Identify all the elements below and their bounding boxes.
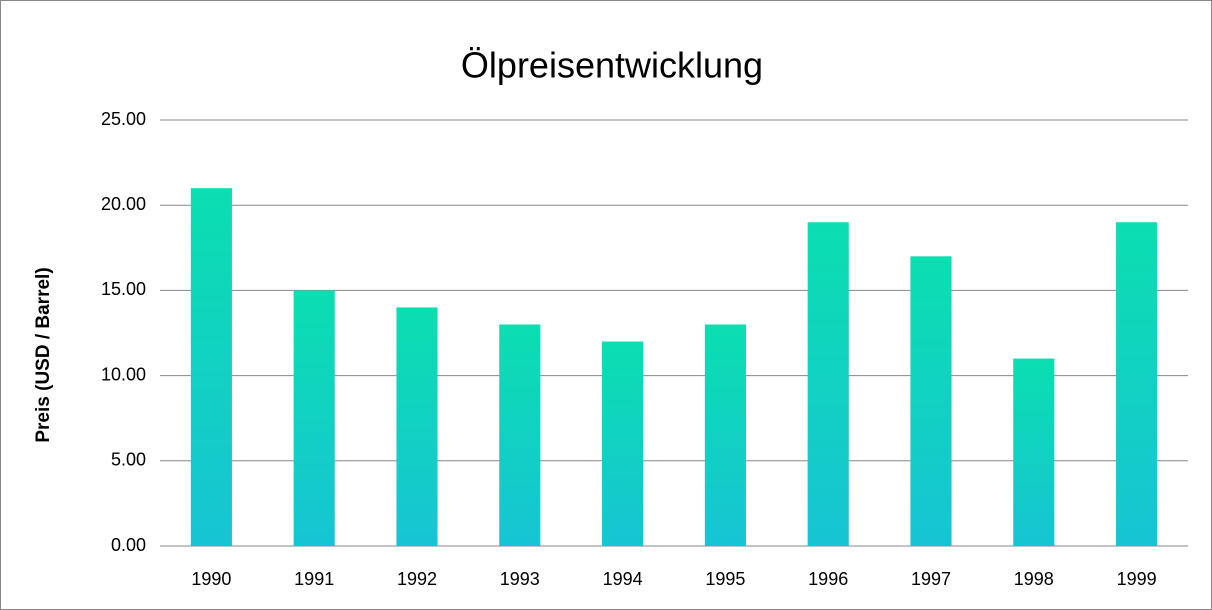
bar xyxy=(807,222,849,547)
bar xyxy=(190,188,232,546)
x-tick-label: 1994 xyxy=(603,569,643,589)
x-tick-label: 1992 xyxy=(397,569,437,589)
x-tick-label: 1997 xyxy=(911,569,951,589)
x-tick-label: 1995 xyxy=(705,569,745,589)
x-tick-label: 1993 xyxy=(500,569,540,589)
bar xyxy=(293,290,335,546)
bar xyxy=(602,341,644,546)
chart-title: Ölpreisentwicklung xyxy=(461,45,763,86)
bar xyxy=(704,324,746,546)
y-tick-label: 15.00 xyxy=(101,279,146,299)
bar xyxy=(1013,358,1055,546)
y-tick-label: 10.00 xyxy=(101,364,146,384)
x-tick-label: 1999 xyxy=(1117,569,1157,589)
x-tick-label: 1998 xyxy=(1014,569,1054,589)
x-tick-label: 1991 xyxy=(294,569,334,589)
y-axis-label: Preis (USD / Barrel) xyxy=(33,267,54,442)
y-tick-label: 25.00 xyxy=(101,109,146,129)
y-tick-label: 5.00 xyxy=(111,450,146,470)
y-tick-label: 0.00 xyxy=(111,535,146,555)
x-tick-label: 1996 xyxy=(808,569,848,589)
bar xyxy=(396,307,438,546)
y-tick-label: 20.00 xyxy=(101,194,146,214)
bar xyxy=(499,324,541,546)
x-tick-label: 1990 xyxy=(191,569,231,589)
bar xyxy=(910,256,952,546)
bar xyxy=(1116,222,1158,547)
